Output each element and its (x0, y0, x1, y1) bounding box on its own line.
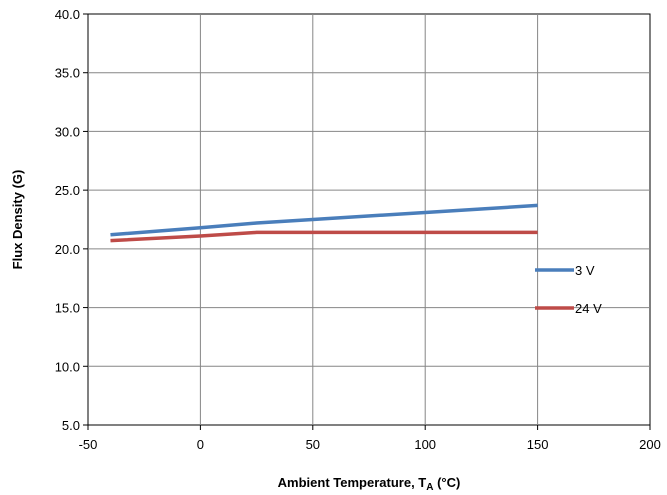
y-tick-label: 10.0 (55, 359, 80, 374)
plot-area (87, 13, 651, 426)
x-axis-title-unit: (°C) (433, 475, 460, 490)
y-tick-label: 5.0 (62, 418, 80, 433)
y-tick-label: 30.0 (55, 124, 80, 139)
series-lines (110, 203, 538, 243)
legend-label: 3 V (575, 263, 595, 278)
legend-label: 24 V (575, 301, 602, 316)
y-tick-label: 20.0 (55, 242, 80, 257)
x-tick-labels: -50 0 50 100 150 200 (79, 425, 661, 452)
y-tick-label: 25.0 (55, 183, 80, 198)
y-tick-label: 40.0 (55, 7, 80, 22)
y-tick-labels: 5.0 10.0 15.0 20.0 25.0 30.0 35.0 40.0 (55, 7, 88, 433)
y-tick-label: 35.0 (55, 66, 80, 81)
series-line (110, 203, 538, 237)
series-line (110, 230, 538, 243)
grid-lines (88, 14, 650, 425)
x-tick-label: 200 (639, 437, 661, 452)
x-tick-label: 100 (414, 437, 436, 452)
x-tick-label: 50 (306, 437, 320, 452)
x-tick-label: -50 (79, 437, 98, 452)
x-tick-label: 0 (197, 437, 204, 452)
y-axis-title: Flux Density (G) (10, 170, 25, 270)
x-axis-title-main: Ambient Temperature, T (278, 475, 427, 490)
x-tick-label: 150 (527, 437, 549, 452)
x-axis-title-subscript: A (426, 482, 433, 493)
x-axis-title: Ambient Temperature, TA (°C) (278, 475, 461, 493)
legend: 3 V 24 V (535, 263, 602, 316)
y-tick-label: 15.0 (55, 301, 80, 316)
